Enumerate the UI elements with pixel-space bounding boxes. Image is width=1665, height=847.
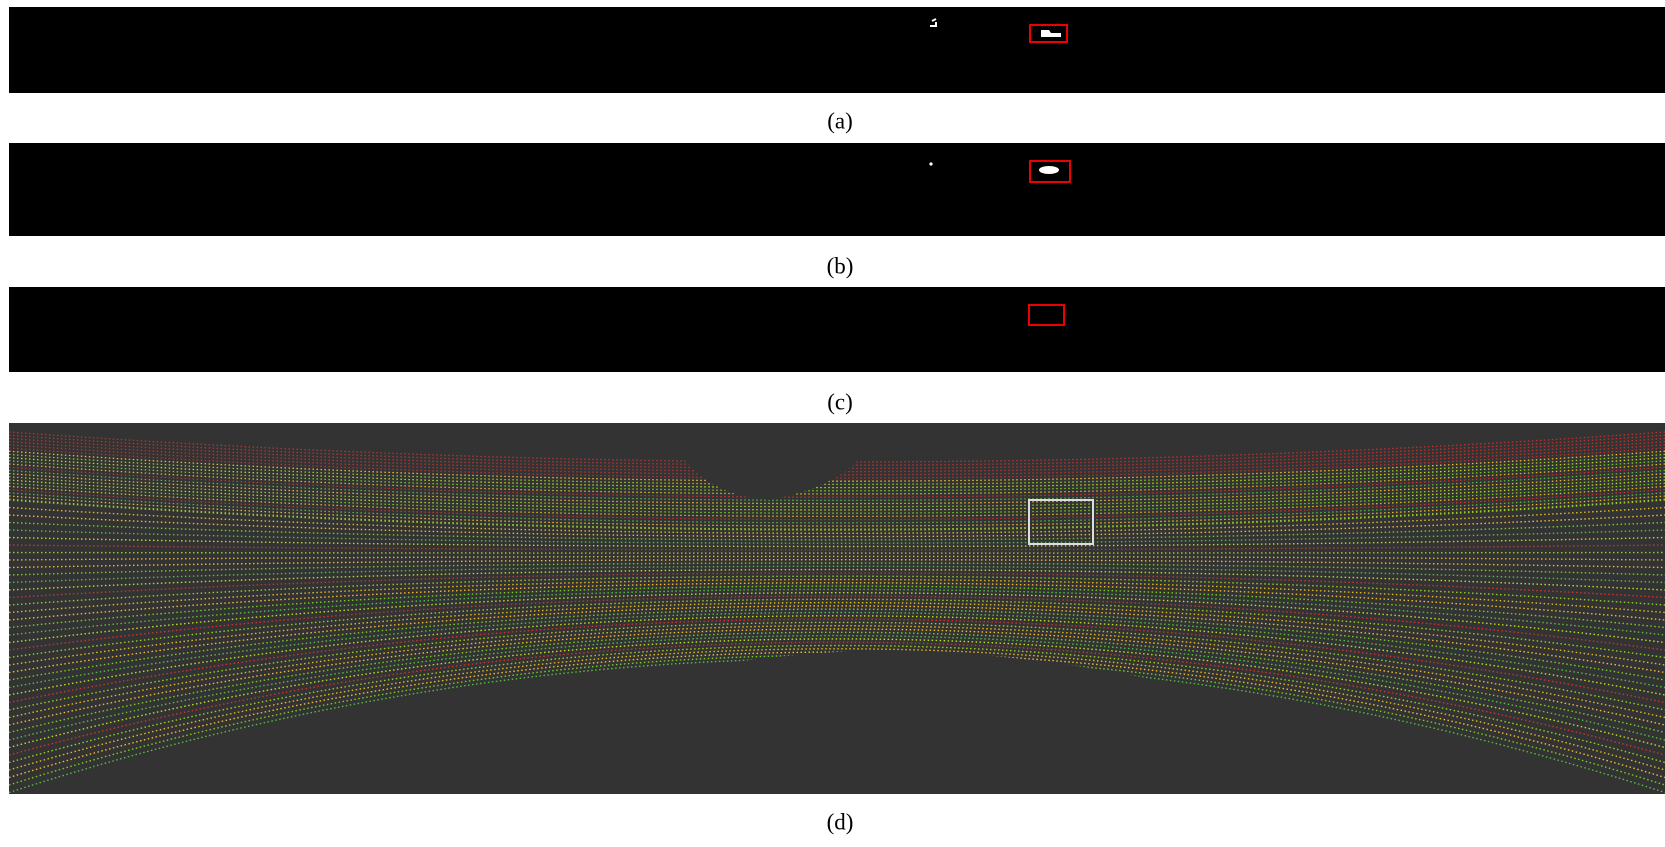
caption: (d) xyxy=(827,809,854,834)
panel-a-image xyxy=(9,7,1665,93)
caption: (a) xyxy=(827,108,853,133)
panel-c-image xyxy=(9,287,1665,372)
caption: (b) xyxy=(827,253,854,278)
panel-b-image xyxy=(9,143,1665,236)
object-blip xyxy=(929,162,932,165)
figure: (a) (b) (c) (d) xyxy=(0,0,1665,842)
page: {"panels": [{"caption": "(a)"}, {"captio… xyxy=(0,0,1665,842)
caption: (c) xyxy=(827,389,853,414)
car-points xyxy=(1039,166,1059,174)
